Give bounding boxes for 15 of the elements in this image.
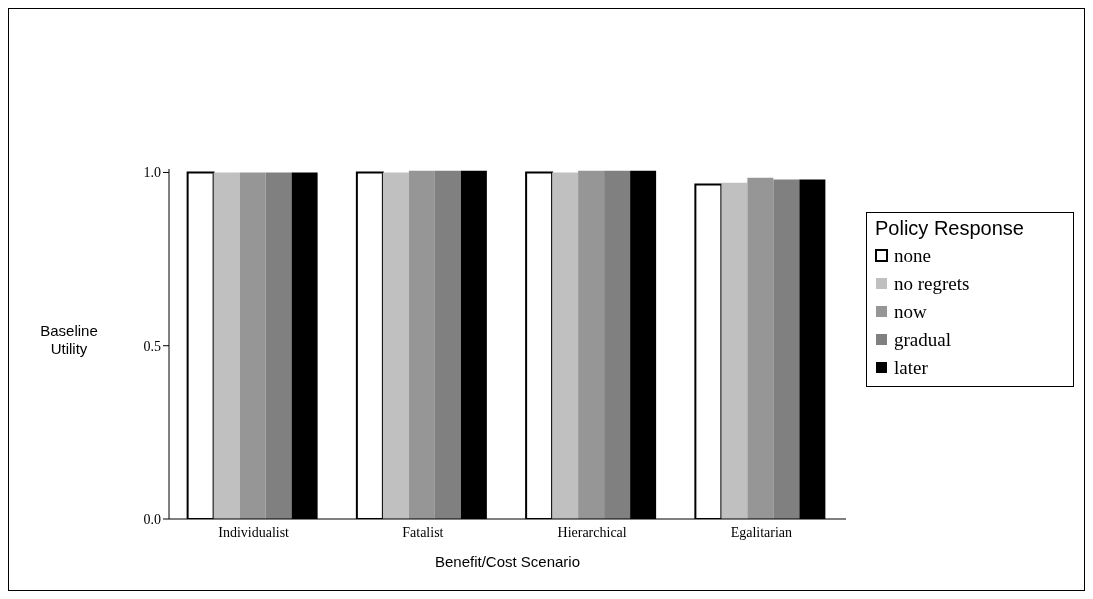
legend-label: none xyxy=(894,244,931,268)
y-tick-label: 0.0 xyxy=(143,511,161,527)
x-tick-label: Egalitarian xyxy=(730,524,793,540)
legend-label: now xyxy=(894,300,927,324)
legend-title: Policy Response xyxy=(875,217,1025,240)
x-tick-label: Fatalist xyxy=(402,524,444,540)
x-axis-title: Benefit/Cost Scenario xyxy=(434,553,581,570)
x-tick-label: Hierarchical xyxy=(557,524,627,540)
legend-label: no regrets xyxy=(894,272,970,296)
x-tick-label: Individualist xyxy=(218,524,290,540)
y-tick-label: 0.5 xyxy=(143,338,161,354)
y-tick-label: 1.0 xyxy=(143,165,161,181)
legend-label: later xyxy=(894,356,928,380)
legend-label: gradual xyxy=(894,328,951,352)
y-axis-title: Baseline Utility xyxy=(40,322,98,357)
